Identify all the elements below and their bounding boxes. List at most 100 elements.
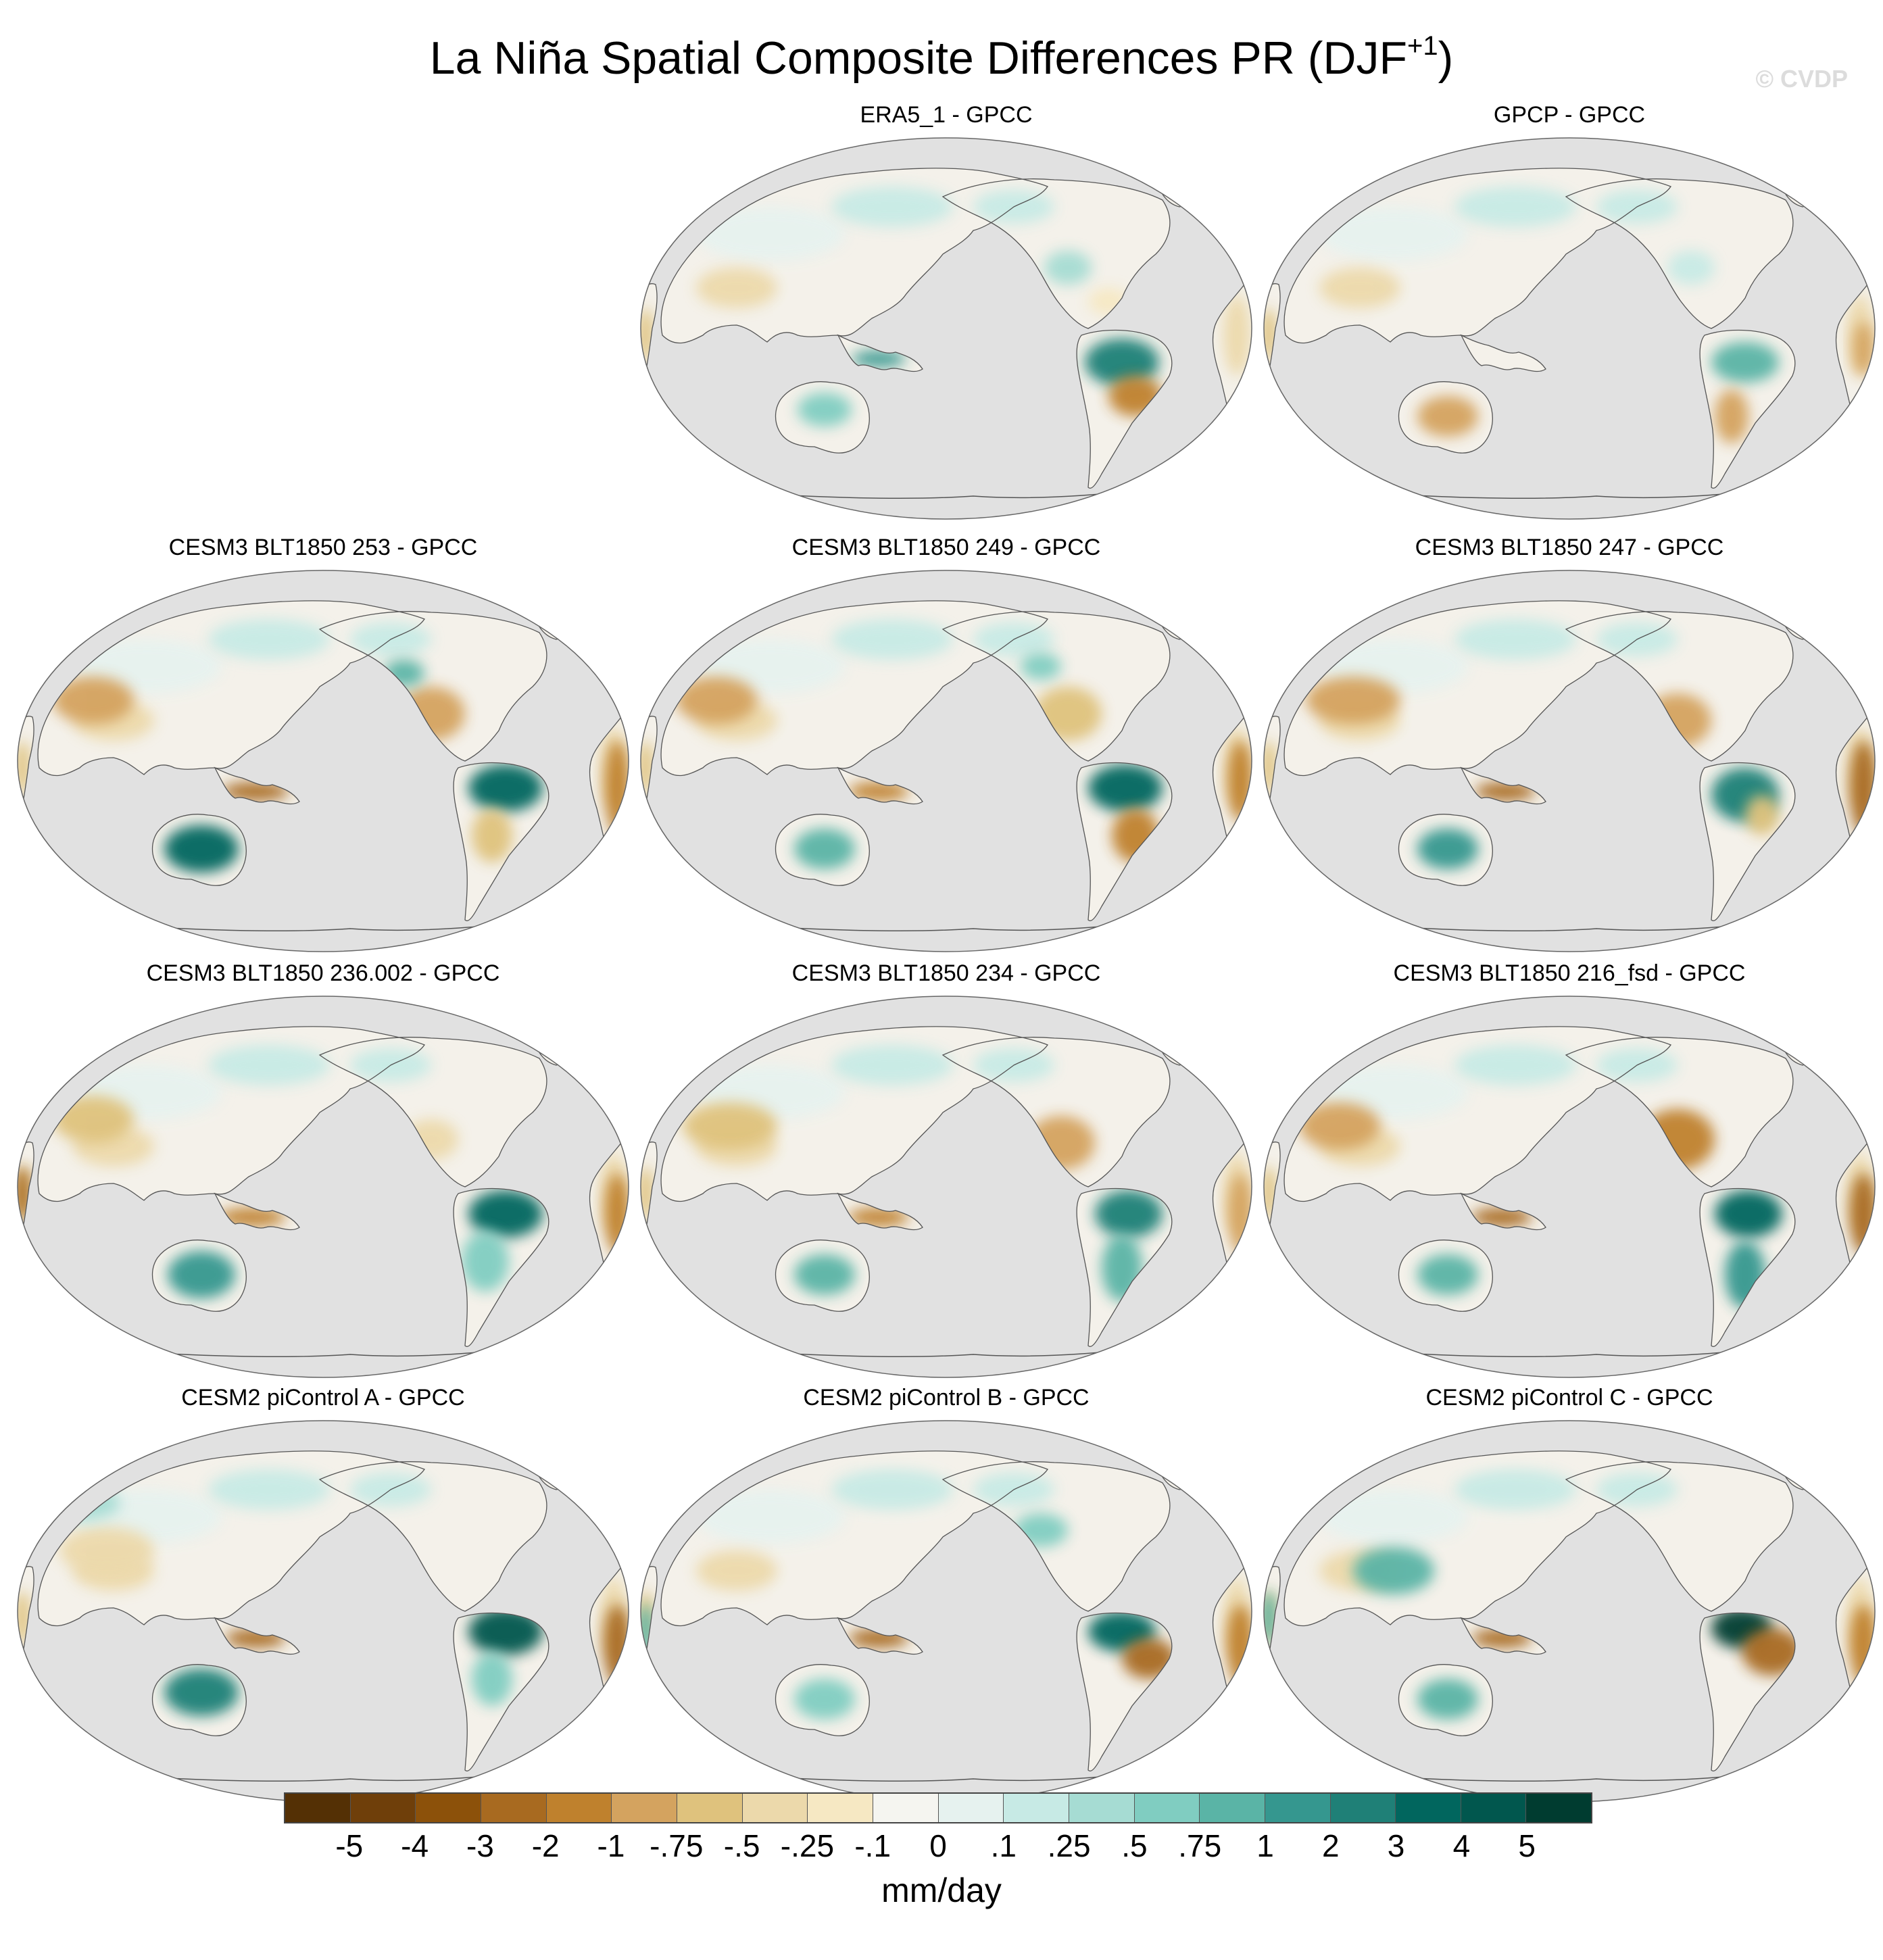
coastline-europe_africa_w <box>1264 1142 1281 1248</box>
anomaly-region <box>1454 1045 1576 1085</box>
anomaly-region <box>1853 322 1874 376</box>
anomaly-region <box>798 393 852 426</box>
anomaly-region <box>696 268 777 308</box>
colorbar-tick-label: .5 <box>1121 1828 1148 1863</box>
coastline-asia <box>1283 168 1671 344</box>
coastline-seasia <box>1460 334 1546 372</box>
anomaly-region <box>1085 339 1159 386</box>
anomaly-region <box>696 207 845 261</box>
colorbar-tick-label: 4 <box>1452 1828 1471 1863</box>
coastline-seasia <box>1460 1617 1546 1655</box>
coastline-namerica <box>942 1037 1171 1187</box>
anomaly-region <box>208 1045 330 1085</box>
panel-title: CESM3 BLT1850 236.002 - GPCC <box>146 960 500 986</box>
globe-map <box>640 137 1252 520</box>
coastline-samerica <box>1699 1187 1796 1347</box>
anomaly-region <box>164 825 239 873</box>
colorbar-tick-label: 3 <box>1387 1828 1405 1863</box>
colorbar-swatch <box>546 1794 612 1822</box>
coastline-australia <box>775 381 870 454</box>
anomaly-region <box>1228 741 1252 822</box>
anomaly-region <box>831 619 953 660</box>
anomaly-region <box>468 1190 543 1238</box>
map-panel-picB: CESM2 piControl B - GPCC <box>635 1384 1257 1810</box>
panel-title: CESM3 BLT1850 234 - GPCC <box>791 960 1101 986</box>
coastline-australia <box>775 1240 870 1312</box>
coastline-asia <box>37 1026 425 1202</box>
anomaly-region <box>676 677 757 724</box>
colorbar-swatch <box>1526 1794 1592 1822</box>
map-panel-picC: CESM2 piControl C - GPCC <box>1258 1384 1880 1810</box>
coastline-samerica <box>453 1187 549 1347</box>
anomaly-region <box>1715 389 1748 443</box>
colorbar-tick-label: .1 <box>990 1828 1017 1863</box>
colorbar-tick-label: -.5 <box>723 1828 760 1863</box>
colorbar-swatch <box>1200 1794 1265 1822</box>
anomaly-region <box>1227 1604 1252 1686</box>
anomaly-region <box>1711 342 1779 383</box>
colorbar-swatch <box>416 1794 481 1822</box>
coastline-samerica <box>1699 1612 1796 1771</box>
anomaly-region <box>831 1469 953 1510</box>
anomaly-region <box>1319 1490 1468 1544</box>
coastline-europe_africa_w <box>641 283 658 390</box>
anomaly-region <box>1223 295 1250 376</box>
anomaly-region <box>1417 1679 1478 1719</box>
colorbar-labels: -5 -4 -3 -2 -1 -.75 -.5 -.25 -.1 0 .1 .25 .5 .75 1 2 3 4 5 <box>284 1828 1592 1868</box>
coastline-samerica <box>1076 1187 1173 1347</box>
anomaly-region <box>462 1231 509 1292</box>
coastline-europe_africa_w <box>18 716 34 823</box>
coastline-samerica <box>1076 329 1173 489</box>
coastline-namerica <box>318 1461 547 1612</box>
colorbar-tick-label: .25 <box>1047 1828 1091 1863</box>
coastline-samerica <box>1076 1612 1173 1771</box>
globe-border <box>640 996 1252 1378</box>
anomaly-region <box>696 1550 777 1591</box>
anomaly-region <box>1319 268 1400 308</box>
colorbar-tick-label: -.25 <box>780 1828 835 1863</box>
anomaly-region <box>1850 1604 1875 1686</box>
coastline-europe_africa_w <box>1264 716 1281 823</box>
panel-title: ERA5_1 - GPCC <box>860 102 1033 128</box>
colorbar-swatch <box>1330 1794 1396 1822</box>
anomaly-region <box>1454 619 1576 660</box>
globe-map <box>1263 996 1876 1378</box>
anomaly-region <box>208 619 330 660</box>
map-panel-era5: ERA5_1 - GPCC <box>635 101 1257 527</box>
anomaly-region <box>222 782 289 801</box>
anomaly-region <box>1715 1190 1782 1238</box>
coastline-europe_africa_w <box>1264 1566 1281 1673</box>
anomaly-region <box>794 829 855 869</box>
anomaly-region <box>468 764 543 812</box>
globe-border <box>17 570 629 952</box>
coastline-asia <box>1283 1026 1671 1202</box>
anomaly-region <box>1471 1208 1532 1227</box>
colorbar-tick-label: -.75 <box>650 1828 704 1863</box>
globe-border <box>17 996 629 1378</box>
coastline-samerica <box>1699 329 1796 489</box>
globe-map <box>1263 1420 1876 1803</box>
panel-title: CESM3 BLT1850 247 - GPCC <box>1415 535 1724 560</box>
globe-map <box>1263 570 1876 952</box>
colorbar-tick-label: -3 <box>466 1828 494 1863</box>
map-panel-blt247: CESM3 BLT1850 247 - GPCC <box>1258 534 1880 960</box>
coastline-namerica <box>942 611 1171 762</box>
anomaly-region <box>472 808 512 862</box>
globe-map <box>640 570 1252 952</box>
coastline-samerica <box>1076 762 1173 921</box>
colorbar-swatch <box>1265 1794 1331 1822</box>
colorbar-swatch <box>350 1794 416 1822</box>
colorbar-tick-label: -1 <box>597 1828 625 1863</box>
anomaly-region <box>1417 829 1478 869</box>
anomaly-region <box>794 1254 855 1295</box>
anomaly-region <box>218 1208 286 1227</box>
coastline-asia <box>660 600 1048 777</box>
map-panel-blt253: CESM3 BLT1850 253 - GPCC <box>12 534 634 960</box>
anomaly-region <box>1021 653 1061 680</box>
colorbar-swatch <box>1396 1794 1461 1822</box>
coastline-seasia <box>214 1617 300 1655</box>
colorbar-tick-label: 0 <box>929 1828 947 1863</box>
colorbar-units: mm/day <box>881 1871 1002 1909</box>
anomaly-region <box>1742 1628 1795 1675</box>
coastline-asia <box>1283 600 1671 777</box>
